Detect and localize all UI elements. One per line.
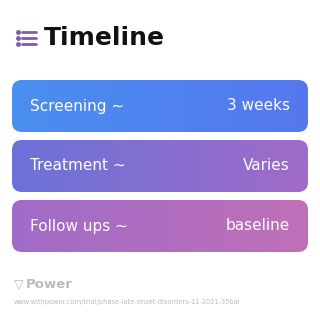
Text: Timeline: Timeline [44,26,165,50]
Text: Power: Power [26,279,73,291]
Text: baseline: baseline [226,218,290,233]
Text: Treatment ~: Treatment ~ [30,159,126,174]
Text: Screening ~: Screening ~ [30,98,124,113]
Text: ▽: ▽ [14,279,24,291]
Text: www.withpower.com/trial/phase-late-onset-disorders-11-2021-35bal: www.withpower.com/trial/phase-late-onset… [14,299,241,305]
Text: Follow ups ~: Follow ups ~ [30,218,128,233]
Text: Varies: Varies [243,159,290,174]
Text: 3 weeks: 3 weeks [227,98,290,113]
